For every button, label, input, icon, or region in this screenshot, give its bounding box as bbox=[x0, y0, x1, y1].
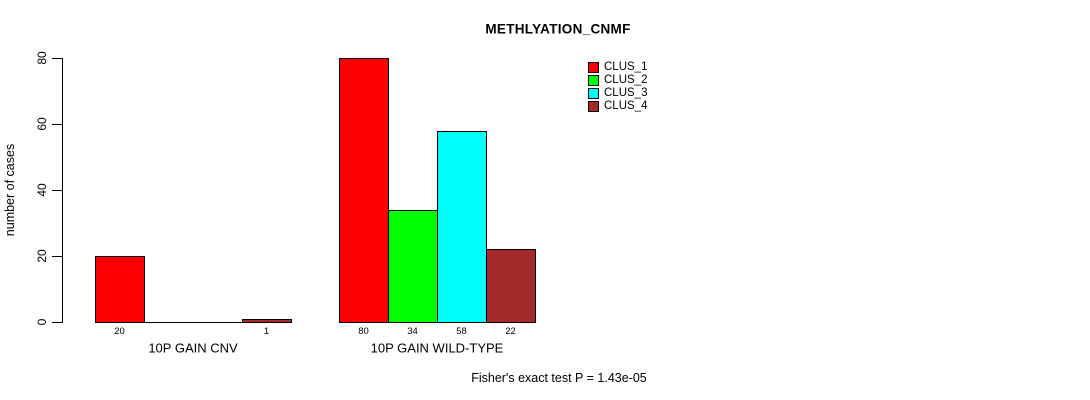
y-axis-line bbox=[62, 58, 63, 323]
y-tick-label: 60 bbox=[35, 117, 49, 131]
chart-title: METHLYATION_CNMF bbox=[485, 21, 631, 37]
bar-value-label: 1 bbox=[263, 326, 270, 337]
y-tick-label: 80 bbox=[35, 51, 49, 65]
bar-value-label: 58 bbox=[456, 326, 467, 337]
legend-swatch-icon bbox=[588, 74, 599, 86]
bar-clus_2-10p-gain-wild-type bbox=[388, 210, 438, 323]
bar-clus_1-10p-gain-cnv bbox=[95, 256, 145, 323]
bar-clus_1-10p-gain-wild-type bbox=[339, 58, 389, 323]
bar-clus_3-10p-gain-wild-type bbox=[437, 131, 487, 323]
legend-swatch-icon bbox=[588, 61, 599, 73]
bar-value-label: 22 bbox=[505, 326, 516, 337]
y-tick-mark bbox=[52, 124, 62, 125]
legend-label: CLUS_4 bbox=[604, 100, 648, 112]
y-axis-title: number of cases bbox=[3, 143, 17, 237]
bar-zero-clus_3 bbox=[193, 322, 243, 323]
y-tick-label: 20 bbox=[35, 249, 49, 263]
bar-zero-clus_2 bbox=[144, 322, 194, 323]
bar-value-label: 80 bbox=[358, 326, 369, 337]
bar-value-label: 34 bbox=[407, 326, 418, 337]
legend-item-clus_4: CLUS_4 bbox=[588, 100, 648, 112]
bar-clus_4-10p-gain-cnv bbox=[242, 319, 292, 323]
legend-swatch-icon bbox=[588, 100, 599, 112]
group-label-10p-gain-cnv: 10P GAIN CNV bbox=[148, 340, 238, 356]
legend-item-clus_1: CLUS_1 bbox=[588, 61, 648, 73]
y-tick-label: 0 bbox=[35, 318, 49, 326]
bar-value-label: 20 bbox=[114, 326, 125, 337]
y-tick-label: 40 bbox=[35, 183, 49, 197]
legend-item-clus_3: CLUS_3 bbox=[588, 87, 648, 99]
legend-label: CLUS_1 bbox=[604, 61, 648, 73]
legend: CLUS_1 CLUS_2 CLUS_3 CLUS_4 bbox=[588, 61, 648, 114]
annotation-fisher-test: Fisher's exact test P = 1.43e-05 bbox=[471, 371, 647, 385]
legend-item-clus_2: CLUS_2 bbox=[588, 74, 648, 86]
y-tick-mark bbox=[52, 190, 62, 191]
y-tick-mark bbox=[52, 58, 62, 59]
legend-label: CLUS_2 bbox=[604, 74, 648, 86]
y-tick-mark bbox=[52, 256, 62, 257]
legend-label: CLUS_3 bbox=[604, 87, 648, 99]
bar-clus_4-10p-gain-wild-type bbox=[486, 249, 536, 323]
group-label-10p-gain-wild-type: 10P GAIN WILD-TYPE bbox=[370, 340, 504, 356]
y-tick-mark bbox=[52, 322, 62, 323]
legend-swatch-icon bbox=[588, 87, 599, 99]
